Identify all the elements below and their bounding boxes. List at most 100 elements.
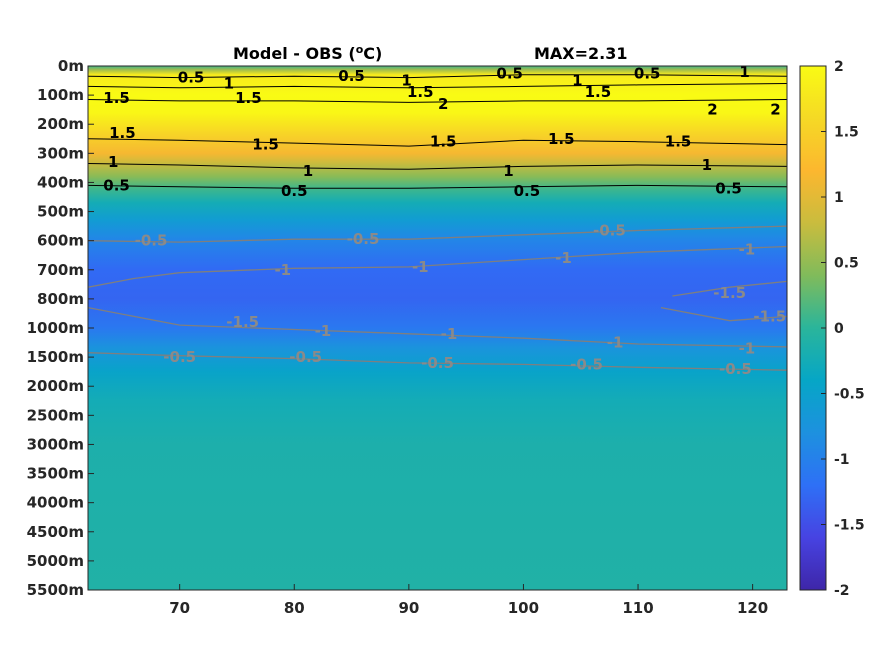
contour-label: 1.5 xyxy=(548,130,575,148)
contour-label: -0.5 xyxy=(135,232,168,250)
y-tick-label: 300m xyxy=(37,144,84,162)
contour-line xyxy=(88,138,787,147)
contour-label: 1 xyxy=(224,75,234,93)
x-tick-label: 70 xyxy=(169,599,190,617)
contour-label: -0.5 xyxy=(289,348,322,366)
contour-label: -1.5 xyxy=(226,313,259,331)
x-tick-label: 90 xyxy=(398,599,419,617)
chart-max-label: MAX=2.31 xyxy=(534,44,628,63)
contour-label: 1 xyxy=(739,63,749,81)
contour-labels: 0.5 11.5 1.50.5 11.520.5 11.50.5 12 21.51.5 1.5… xyxy=(103,63,786,378)
contour-lines xyxy=(88,74,787,371)
y-tick-label: 400m xyxy=(37,173,84,191)
contour-line xyxy=(88,83,787,89)
y-tick-label: 200m xyxy=(37,115,84,133)
contour-label: -1 xyxy=(739,339,756,357)
y-tick-label: 2000m xyxy=(27,377,84,395)
contour-label: 0.5 xyxy=(514,182,541,200)
y-tick-label: 100m xyxy=(37,86,84,104)
x-tick-label: 110 xyxy=(622,599,653,617)
contour-label: -0.5 xyxy=(347,230,380,248)
contour-label: 1.5 xyxy=(665,133,692,151)
y-tick-label: 500m xyxy=(37,203,84,221)
contour-label: 1.5 xyxy=(585,83,612,101)
colorbar-tick-label: 1.5 xyxy=(834,125,859,141)
colorbar-ticks: 2 1.5 1 0.5 0 -0.5 -1 -1.5 -2 xyxy=(821,59,865,599)
contour-label: 0.5 xyxy=(178,69,205,87)
colorbar: 2 1.5 1 0.5 0 -0.5 -1 -1.5 -2 xyxy=(799,59,865,599)
colorbar-tick-label: 1 xyxy=(834,190,844,206)
y-tick-label: 5500m xyxy=(27,581,84,599)
colorbar-tick-label: 0.5 xyxy=(834,256,859,272)
y-tick-label: 0m xyxy=(58,57,84,75)
contour-line xyxy=(672,280,787,297)
colorbar-tick-label: 2 xyxy=(834,59,844,75)
contour-label: 0.5 xyxy=(281,182,308,200)
contour-label: -0.5 xyxy=(719,360,752,378)
contour-label: 1.5 xyxy=(109,124,136,142)
contour-line xyxy=(660,306,787,322)
y-axis: 0m 100m 200m 300m 400m 500m 600m 700m 800m 1000m 1… xyxy=(27,57,94,599)
contour-label: -1 xyxy=(412,258,429,276)
contour-label: 1 xyxy=(503,162,513,180)
contour-label: 1.5 xyxy=(103,89,130,107)
contour-label: -1 xyxy=(739,240,756,258)
y-tick-label: 4000m xyxy=(27,494,84,512)
contour-label: 1.5 xyxy=(235,89,262,107)
colorbar-tick-label: 0 xyxy=(834,321,844,337)
contour-label: -1.5 xyxy=(753,307,786,325)
contour-label: -1 xyxy=(441,325,458,343)
y-tick-label: 700m xyxy=(37,261,84,279)
contour-label: 0.5 xyxy=(338,67,365,85)
contour-label: 1.5 xyxy=(430,133,457,151)
contour-label: 0.5 xyxy=(715,179,742,197)
contour-line xyxy=(88,99,787,103)
contour-label: -1.5 xyxy=(713,284,746,302)
contour-label: -0.5 xyxy=(163,348,196,366)
y-tick-label: 3000m xyxy=(27,435,84,453)
contour-line xyxy=(88,352,787,371)
x-tick-label: 100 xyxy=(508,599,539,617)
y-tick-label: 600m xyxy=(37,232,84,250)
contour-label: -1 xyxy=(315,322,332,340)
colorbar-tick-label: -1 xyxy=(834,452,850,468)
colorbar-tick-label: -1.5 xyxy=(834,518,865,534)
heatmap-field xyxy=(88,66,787,590)
contour-line xyxy=(88,225,787,243)
y-tick-label: 1500m xyxy=(27,348,84,366)
contour-label: -1 xyxy=(274,261,291,279)
contour-label: -0.5 xyxy=(421,354,454,372)
contour-label: 0.5 xyxy=(496,64,523,82)
contour-label: 1 xyxy=(401,72,411,90)
y-tick-label: 1000m xyxy=(27,319,84,337)
contour-label: 0.5 xyxy=(103,176,130,194)
contour-label: 1.5 xyxy=(252,136,279,154)
contour-label: -1 xyxy=(555,249,572,267)
contour-label: -1 xyxy=(607,334,624,352)
contour-label: 1 xyxy=(572,72,582,90)
contour-line xyxy=(88,245,787,288)
colorbar-tick-label: -0.5 xyxy=(834,387,865,403)
chart-title: Model - OBS (oC) xyxy=(233,43,382,63)
contour-label: -0.5 xyxy=(593,222,626,240)
contour-label: 1 xyxy=(108,153,118,171)
contour-line xyxy=(88,184,787,189)
contour-line xyxy=(88,163,787,170)
x-axis: 70 80 90 100 110 120 xyxy=(169,584,768,617)
colorbar-tick-label: -2 xyxy=(834,583,850,599)
contour-label: 0.5 xyxy=(634,64,661,82)
contour-label: -0.5 xyxy=(570,355,603,373)
contour-label: 2 xyxy=(438,95,448,113)
x-tick-label: 80 xyxy=(284,599,305,617)
y-tick-label: 5000m xyxy=(27,552,84,570)
y-tick-label: 2500m xyxy=(27,406,84,424)
y-tick-label: 3500m xyxy=(27,465,84,483)
contour-line xyxy=(88,74,787,79)
y-tick-label: 800m xyxy=(37,290,84,308)
contour-label: 2 xyxy=(770,101,780,119)
x-tick-label: 120 xyxy=(737,599,768,617)
contour-line xyxy=(88,306,787,348)
contour-label: 1 xyxy=(702,156,712,174)
contour-label: 1.5 xyxy=(407,83,434,101)
